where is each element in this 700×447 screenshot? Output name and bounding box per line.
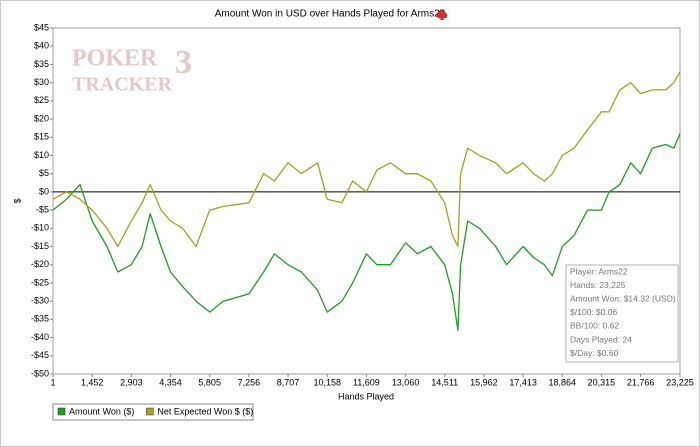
x-tick-label: 4,354 bbox=[159, 377, 182, 387]
y-tick-label: $45 bbox=[34, 22, 49, 32]
watermark: POKER bbox=[72, 46, 158, 72]
y-tick-label: -$15 bbox=[31, 241, 49, 251]
series-line bbox=[52, 133, 681, 331]
x-tick-label: 14,511 bbox=[431, 377, 458, 387]
y-tick-label: -$50 bbox=[31, 368, 49, 378]
y-tick-label: $15 bbox=[34, 132, 49, 142]
y-tick-label: $30 bbox=[34, 77, 49, 87]
y-axis-label: $ bbox=[12, 198, 22, 203]
info-text: BB/100: 0.62 bbox=[570, 321, 619, 331]
legend-swatch bbox=[146, 407, 154, 416]
y-tick-label: $40 bbox=[34, 41, 49, 51]
x-tick-label: 11,609 bbox=[353, 377, 380, 387]
info-text: Player: Arms22 bbox=[570, 266, 628, 276]
x-tick-label: 10,158 bbox=[313, 377, 341, 387]
y-tick-label: $35 bbox=[34, 59, 49, 69]
info-box bbox=[565, 264, 679, 363]
y-tick-label: -$10 bbox=[31, 223, 49, 233]
y-tick-label: $20 bbox=[34, 113, 49, 123]
x-axis-label: Hands Played bbox=[338, 391, 394, 401]
info-text: $/Day: $0.60 bbox=[570, 348, 618, 358]
y-tick-label: -$40 bbox=[31, 332, 49, 342]
x-tick-label: 21,766 bbox=[627, 377, 655, 387]
legend-swatch bbox=[57, 407, 66, 416]
info-text: Amount Won: $14.32 (USD) bbox=[570, 293, 676, 303]
legend-label: Net Expected Won $ ($) bbox=[157, 406, 253, 416]
x-tick-label: 5,805 bbox=[198, 377, 221, 387]
info-text: $/100: $0.06 bbox=[570, 307, 618, 317]
x-tick-label: 18,864 bbox=[548, 377, 576, 387]
series-line bbox=[52, 71, 681, 248]
y-tick-label: -$30 bbox=[31, 296, 49, 306]
x-tick-label: 2,903 bbox=[120, 377, 143, 387]
y-tick-label: -$5 bbox=[36, 204, 49, 214]
y-tick-label: $25 bbox=[34, 95, 49, 105]
info-text: Days Played: 24 bbox=[570, 334, 632, 344]
x-tick-label: 7,256 bbox=[238, 377, 261, 387]
y-tick-label: -$20 bbox=[31, 259, 49, 269]
legend-label: Amount Won ($) bbox=[69, 406, 134, 416]
x-tick-label: 23,225 bbox=[666, 377, 694, 387]
watermark: TRACKER bbox=[72, 74, 173, 96]
x-tick-label: 1,452 bbox=[81, 377, 104, 387]
y-tick-label: -$25 bbox=[31, 277, 49, 287]
x-tick-label: 1 bbox=[50, 377, 55, 387]
info-text: Hands: 23,225 bbox=[570, 280, 626, 290]
y-tick-label: -$45 bbox=[31, 350, 49, 360]
x-tick-label: 15,962 bbox=[470, 377, 498, 387]
spade-icon bbox=[436, 9, 448, 20]
x-tick-label: 13,060 bbox=[392, 377, 420, 387]
chart-title: Amount Won in USD over Hands Played for … bbox=[215, 9, 446, 20]
y-tick-label: $0 bbox=[39, 186, 49, 196]
x-tick-label: 8,707 bbox=[277, 377, 300, 387]
watermark: 3 bbox=[175, 44, 192, 81]
y-tick-label: $10 bbox=[34, 150, 49, 160]
x-tick-label: 17,413 bbox=[509, 377, 537, 387]
y-tick-label: $5 bbox=[39, 168, 49, 178]
x-tick-label: 20,315 bbox=[588, 377, 616, 387]
y-tick-label: -$35 bbox=[31, 314, 49, 324]
